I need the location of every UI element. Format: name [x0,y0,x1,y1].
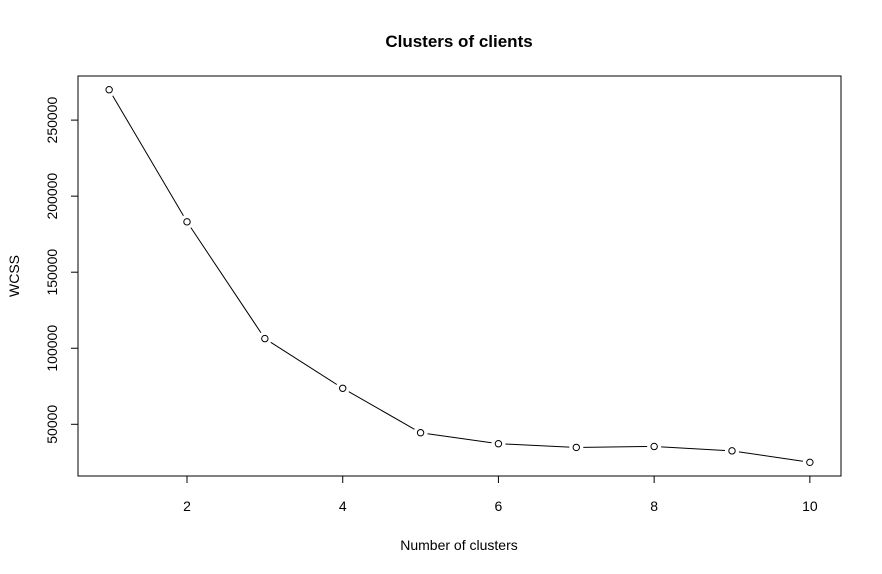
series-segment-6 [505,443,570,448]
y-tick-label-100000: 100000 [44,325,60,372]
series-segment-4 [348,391,415,430]
y-axis-label: WCSS [6,255,22,297]
data-point-8 [650,442,658,451]
y-tick-label-50000: 50000 [44,405,60,444]
x-axis-label: Number of clusters [400,537,517,553]
series-segment-2 [190,227,262,334]
x-tick-label-4: 4 [339,498,347,514]
data-point-10 [806,458,814,467]
x-tick-label-8: 8 [650,498,658,514]
chart-title: Clusters of clients [385,32,532,51]
y-axis: 50000 100000 150000 200000 250000 [44,97,78,444]
x-axis: 2 4 6 8 10 [183,476,818,514]
x-tick-label-10: 10 [802,498,818,514]
series-layer [105,86,814,467]
data-point-9 [728,447,736,455]
series-segment-5 [427,433,492,444]
data-point-2 [183,218,191,226]
x-tick-label-6: 6 [495,498,503,514]
series-segment-7 [583,446,648,448]
plot-frame [77,75,842,477]
data-point-4 [339,384,347,392]
series-segment-1 [112,95,184,217]
data-point-5 [416,429,425,437]
x-tick-label-2: 2 [183,498,191,514]
data-point-3 [261,334,269,343]
data-point-1 [105,86,113,94]
series-segment-9 [738,451,804,462]
y-tick-label-150000: 150000 [44,249,60,296]
y-tick-label-200000: 200000 [44,173,60,220]
y-tick-label-250000: 250000 [44,97,60,144]
series-segment-8 [661,446,726,451]
series-segment-3 [270,341,338,385]
data-point-6 [494,440,503,448]
data-point-7 [572,443,580,452]
